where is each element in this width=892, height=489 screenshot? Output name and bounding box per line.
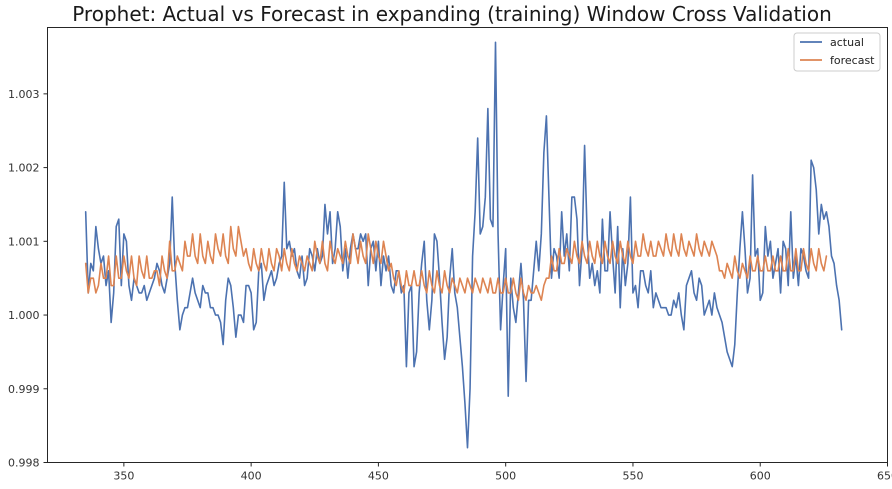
x-tick-label: 600 xyxy=(750,470,771,483)
y-axis: 0.998 0.999 1.000 1.001 1.002 1.003 xyxy=(8,88,48,470)
legend: actual forecast xyxy=(793,32,881,72)
y-tick-label: 0.999 xyxy=(8,383,40,396)
x-tick-label: 400 xyxy=(241,470,262,483)
x-tick-label: 450 xyxy=(368,470,389,483)
series-layer xyxy=(84,41,843,449)
x-tick-label: 650 xyxy=(877,470,892,483)
x-axis: 350 400 450 500 550 600 650 xyxy=(113,462,892,483)
y-tick-label: 1.003 xyxy=(8,88,40,101)
y-tick-label: 0.998 xyxy=(8,457,40,470)
x-tick-label: 500 xyxy=(495,470,516,483)
chart-title: Prophet: Actual vs Forecast in expanding… xyxy=(72,2,832,26)
y-tick-label: 1.002 xyxy=(8,162,40,175)
y-tick-label: 1.000 xyxy=(8,309,40,322)
series-line-actual xyxy=(84,41,843,449)
plot-area xyxy=(47,27,888,463)
legend-label-forecast: forecast xyxy=(830,54,875,67)
series-line-forecast xyxy=(84,225,828,302)
legend-label-actual: actual xyxy=(830,36,864,49)
x-tick-label: 350 xyxy=(113,470,134,483)
y-tick-label: 1.001 xyxy=(8,235,40,248)
x-tick-label: 550 xyxy=(622,470,643,483)
